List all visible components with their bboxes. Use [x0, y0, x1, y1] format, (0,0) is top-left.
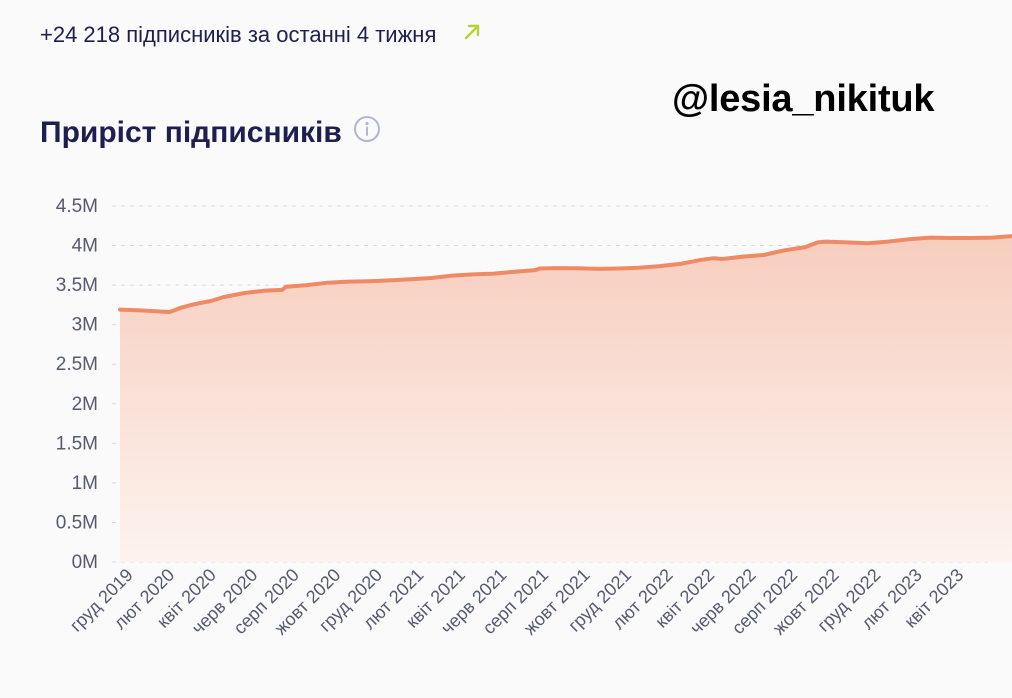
y-tick-label: 2.5M [56, 354, 98, 375]
series-area [120, 236, 1012, 562]
y-tick-label: 3M [72, 315, 98, 336]
section-title: Приріст підписників [40, 116, 342, 149]
info-icon[interactable] [352, 114, 382, 152]
arrow-up-right-icon [462, 22, 482, 48]
y-tick-label: 0.5M [56, 512, 98, 533]
y-tick-label: 2M [72, 394, 98, 415]
section-title-row: Приріст підписників [40, 114, 382, 152]
growth-text: +24 218 підписників за останні 4 тижня [40, 22, 437, 47]
y-tick-label: 1.5M [56, 433, 98, 454]
subscriber-growth-stat: +24 218 підписників за останні 4 тижня [40, 22, 482, 48]
y-tick-label: 4M [72, 236, 98, 257]
y-tick-label: 0M [72, 552, 98, 573]
y-tick-label: 3.5M [56, 275, 98, 296]
y-tick-label: 4.5M [56, 196, 98, 217]
watermark-handle: @lesia_nikituk [672, 78, 935, 120]
series-line [118, 234, 1012, 314]
y-tick-label: 1M [72, 473, 98, 494]
